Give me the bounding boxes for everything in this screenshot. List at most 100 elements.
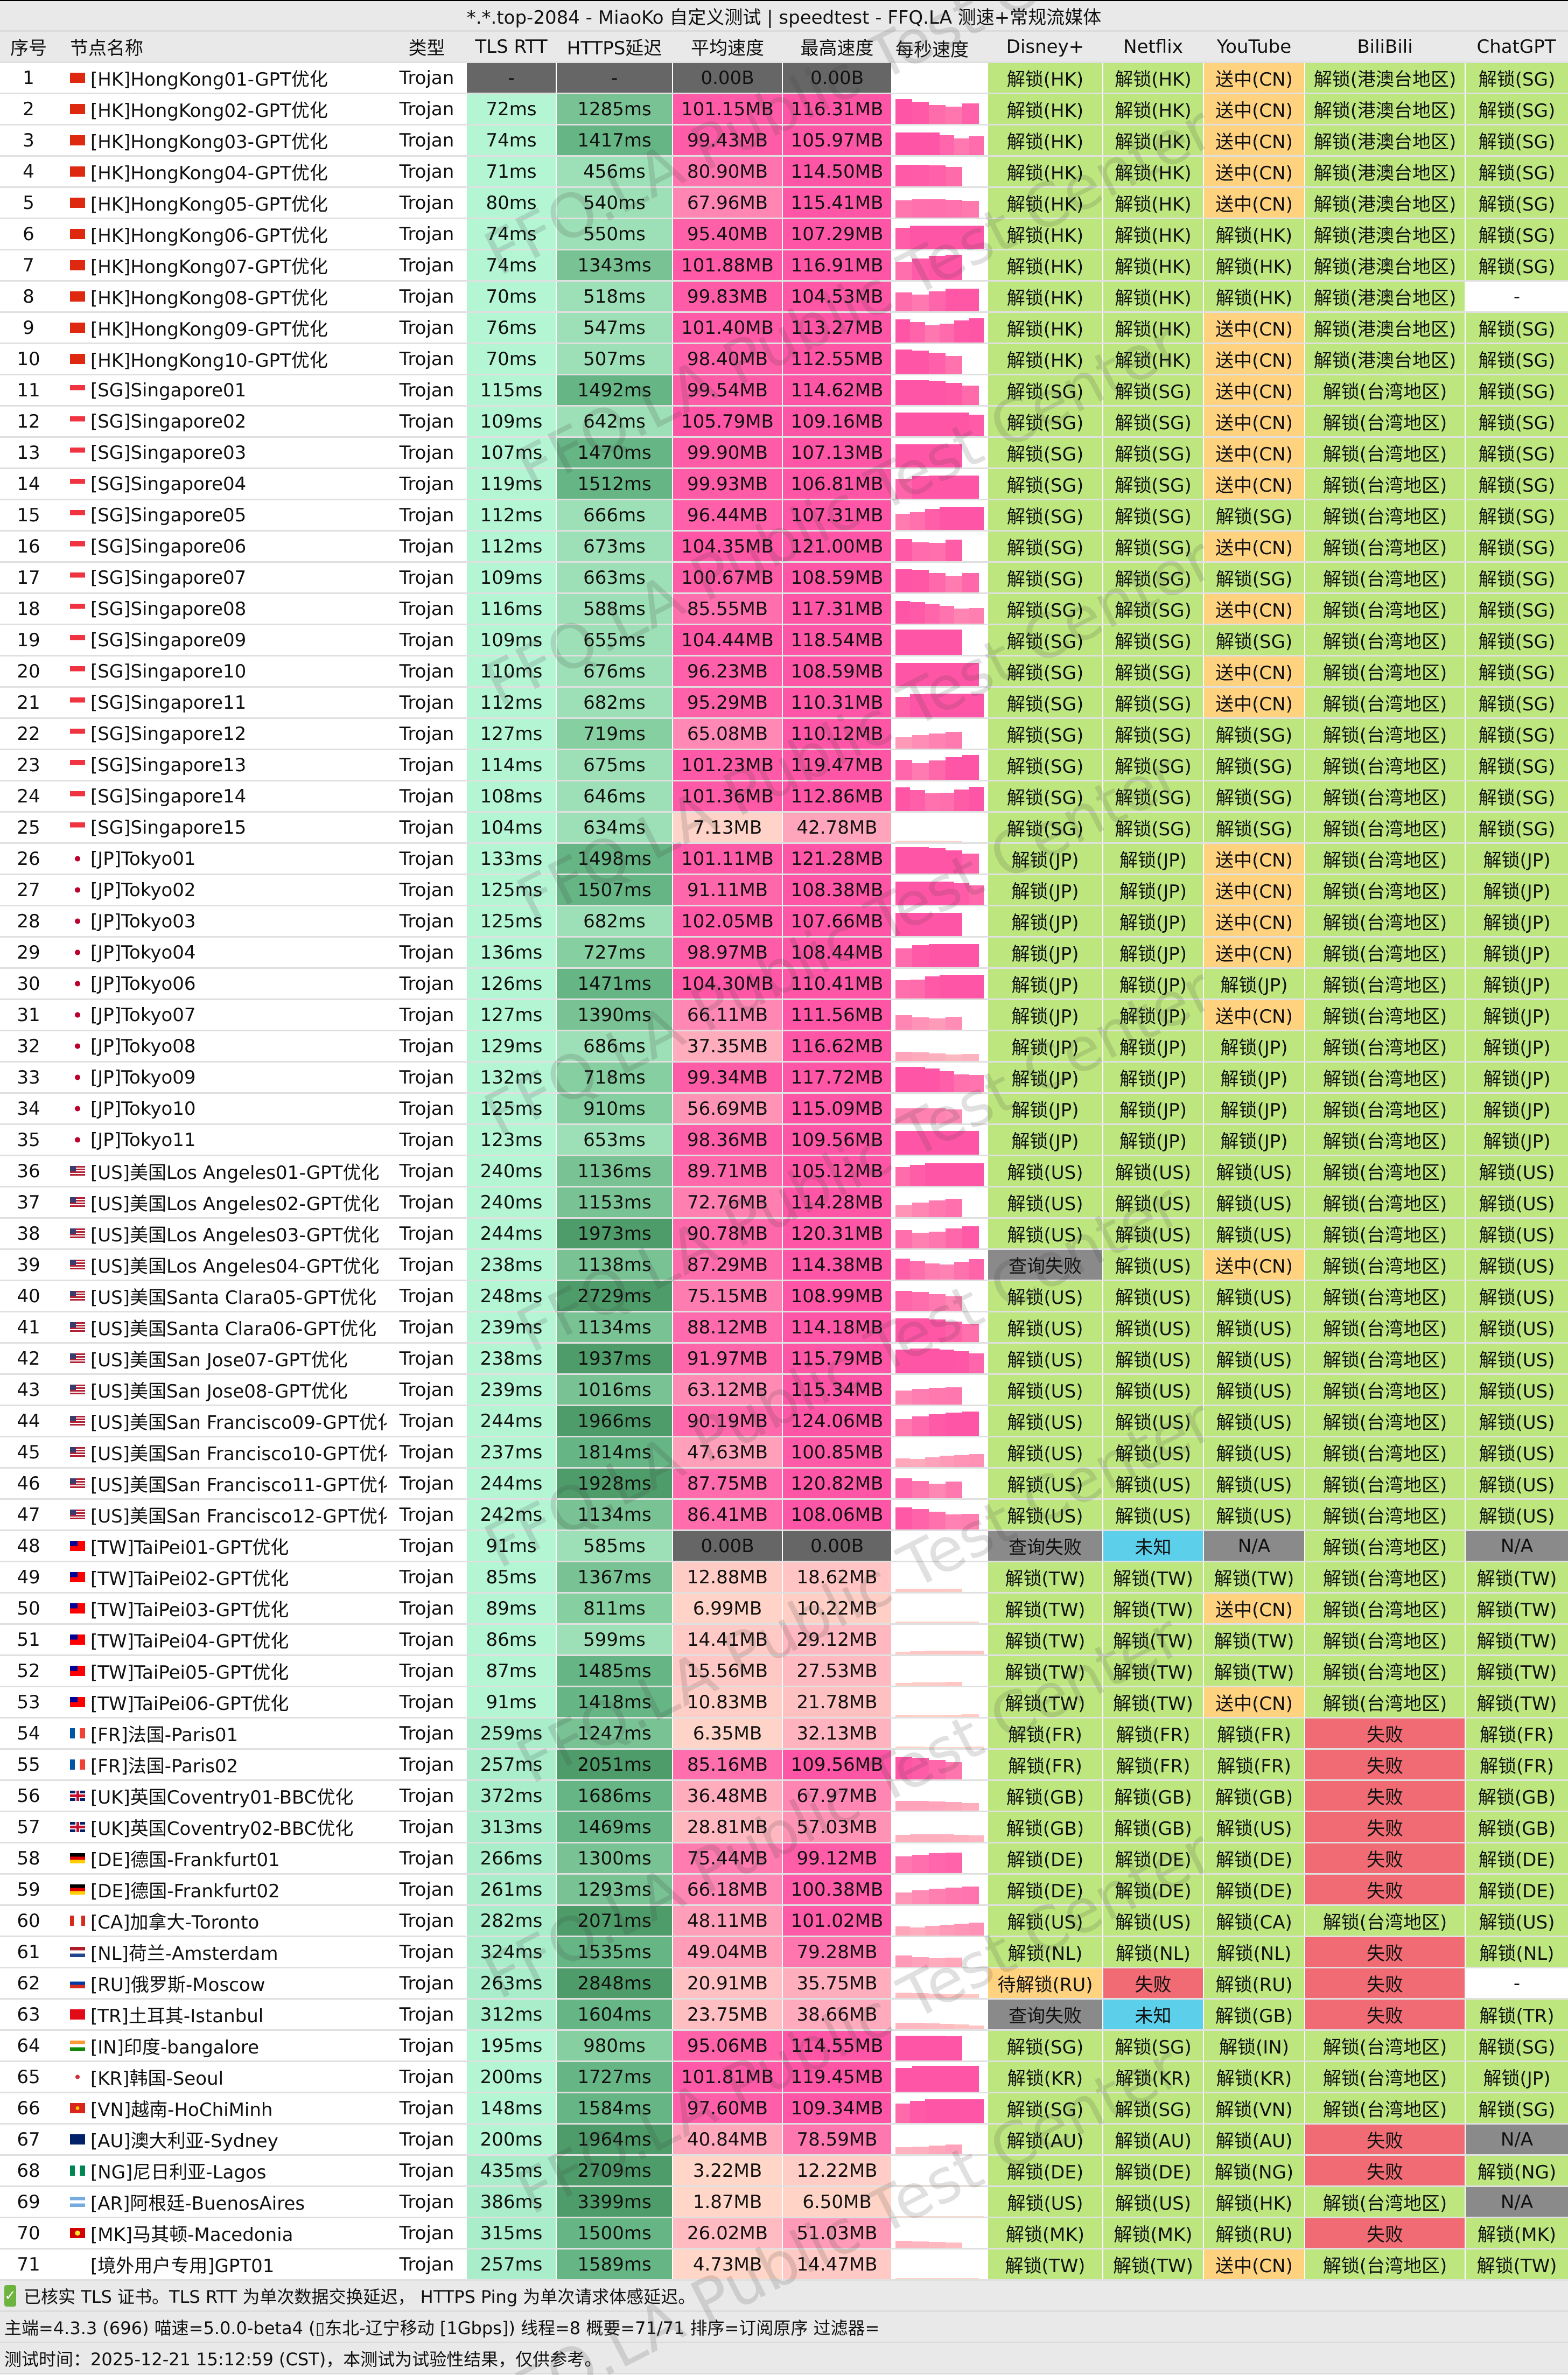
table-row[interactable]: 12 [SG]Singapore02 Trojan 109ms 642ms 105.79M…: [0, 407, 1568, 438]
table-row[interactable]: 4 [HK]HongKong04-GPT优化 Trojan 71ms 456ms 80.9…: [0, 157, 1568, 188]
table-row[interactable]: 61 [NL]荷兰-Amsterdam Trojan 324ms 1535ms 49.04…: [0, 1937, 1568, 1968]
table-row[interactable]: 56 [UK]英国Coventry01-BBC优化 Trojan 372ms 1686m…: [0, 1781, 1568, 1812]
table-row[interactable]: 14 [SG]Singapore04 Trojan 119ms 1512ms 99.93M…: [0, 469, 1568, 500]
max-speed: 109.16MB: [783, 407, 892, 436]
header-tls-rtt[interactable]: TLS RTT: [467, 32, 557, 61]
table-row[interactable]: 53 [TW]TaiPei06-GPT优化 Trojan 91ms 1418ms 10.8…: [0, 1687, 1568, 1719]
speed-bar: [929, 199, 946, 218]
header-max-speed[interactable]: 最高速度: [783, 32, 892, 61]
table-row[interactable]: 9 [HK]HongKong09-GPT优化 Trojan 76ms 547ms 101.…: [0, 313, 1568, 344]
header-index[interactable]: 序号: [0, 32, 58, 61]
header-node-name[interactable]: 节点名称: [58, 32, 388, 61]
table-row[interactable]: 5 [HK]HongKong05-GPT优化 Trojan 80ms 540ms 67.9…: [0, 188, 1568, 219]
node-type: Trojan: [388, 469, 467, 499]
table-row[interactable]: 55 [FR]法国-Paris02 Trojan 257ms 2051ms 85.16MB…: [0, 1750, 1568, 1781]
table-row[interactable]: 37 [US]美国Los Angeles02-GPT优化 Trojan 240ms 11…: [0, 1188, 1568, 1219]
header-bilibili[interactable]: BiliBili: [1305, 32, 1466, 61]
table-row[interactable]: 67 [AU]澳大利亚-Sydney Trojan 200ms 1964ms 40.84M…: [0, 2125, 1568, 2156]
table-row[interactable]: 33 [JP]Tokyo09 Trojan 132ms 718ms 99.34MB 117.…: [0, 1063, 1568, 1094]
table-row[interactable]: 34 [JP]Tokyo10 Trojan 125ms 910ms 56.69MB 115.…: [0, 1094, 1568, 1125]
table-row[interactable]: 8 [HK]HongKong08-GPT优化 Trojan 70ms 518ms 99.8…: [0, 282, 1568, 313]
max-speed: 100.38MB: [783, 1875, 892, 1904]
table-row[interactable]: 44 [US]美国San Francisco09-GPT优化 Trojan 244ms…: [0, 1406, 1568, 1437]
table-row[interactable]: 15 [SG]Singapore05 Trojan 112ms 666ms 96.44MB…: [0, 500, 1568, 532]
table-row[interactable]: 11 [SG]Singapore01 Trojan 115ms 1492ms 99.54M…: [0, 375, 1568, 407]
netflix-status: 解锁(SG): [1103, 407, 1204, 436]
https-latency: 547ms: [557, 313, 673, 343]
table-row[interactable]: 60 [CA]加拿大-Toronto Trojan 282ms 2071ms 48.11M…: [0, 1906, 1568, 1937]
table-row[interactable]: 20 [SG]Singapore10 Trojan 110ms 676ms 96.23MB…: [0, 656, 1568, 688]
node-name-cell: [JP]Tokyo02: [58, 875, 388, 905]
table-row[interactable]: 58 [DE]德国-Frankfurt01 Trojan 266ms 1300ms 75.…: [0, 1843, 1568, 1875]
table-row[interactable]: 43 [US]美国San Jose08-GPT优化 Trojan 239ms 1016m…: [0, 1375, 1568, 1406]
table-row[interactable]: 59 [DE]德国-Frankfurt02 Trojan 261ms 1293ms 66.…: [0, 1875, 1568, 1906]
table-row[interactable]: 32 [JP]Tokyo08 Trojan 129ms 686ms 37.35MB 116.…: [0, 1031, 1568, 1063]
table-row[interactable]: 48 [TW]TaiPei01-GPT优化 Trojan 91ms 585ms 0.00B…: [0, 1531, 1568, 1562]
table-row[interactable]: 28 [JP]Tokyo03 Trojan 125ms 682ms 102.05MB 107…: [0, 906, 1568, 938]
table-row[interactable]: 6 [HK]HongKong06-GPT优化 Trojan 74ms 550ms 95.4…: [0, 219, 1568, 250]
table-row[interactable]: 17 [SG]Singapore07 Trojan 109ms 663ms 100.67M…: [0, 563, 1568, 594]
table-row[interactable]: 25 [SG]Singapore15 Trojan 104ms 634ms 7.13MB 4…: [0, 813, 1568, 844]
row-index: 42: [0, 1344, 58, 1373]
table-row[interactable]: 49 [TW]TaiPei02-GPT优化 Trojan 85ms 1367ms 12.8…: [0, 1562, 1568, 1594]
table-row[interactable]: 16 [SG]Singapore06 Trojan 112ms 673ms 104.35M…: [0, 532, 1568, 563]
table-row[interactable]: 3 [HK]HongKong03-GPT优化 Trojan 74ms 1417ms 99.…: [0, 125, 1568, 157]
table-row[interactable]: 7 [HK]HongKong07-GPT优化 Trojan 74ms 1343ms 101…: [0, 250, 1568, 282]
chatgpt-status: 解锁(FR): [1466, 1750, 1568, 1779]
table-row[interactable]: 18 [SG]Singapore08 Trojan 116ms 588ms 85.55MB…: [0, 594, 1568, 625]
table-row[interactable]: 70 [MK]马其顿-Macedonia Trojan 315ms 1500ms 26.0…: [0, 2218, 1568, 2250]
table-row[interactable]: 22 [SG]Singapore12 Trojan 127ms 719ms 65.08MB…: [0, 719, 1568, 750]
table-row[interactable]: 57 [UK]英国Coventry02-BBC优化 Trojan 313ms 1469m…: [0, 1812, 1568, 1843]
table-row[interactable]: 68 [NG]尼日利亚-Lagos Trojan 435ms 2709ms 3.22MB 1…: [0, 2156, 1568, 2187]
header-netflix[interactable]: Netflix: [1103, 32, 1204, 61]
table-row[interactable]: 41 [US]美国Santa Clara06-GPT优化 Trojan 239ms 11…: [0, 1312, 1568, 1344]
table-row[interactable]: 65 [KR]韩国-Seoul Trojan 200ms 1727ms 101.81MB 1…: [0, 2062, 1568, 2093]
table-row[interactable]: 36 [US]美国Los Angeles01-GPT优化 Trojan 240ms 11…: [0, 1156, 1568, 1188]
header-type[interactable]: 类型: [388, 32, 467, 61]
table-row[interactable]: 66 [VN]越南-HoChiMinh Trojan 148ms 1584ms 97.60…: [0, 2093, 1568, 2125]
table-row[interactable]: 46 [US]美国San Francisco11-GPT优化 Trojan 244ms…: [0, 1469, 1568, 1500]
table-row[interactable]: 47 [US]美国San Francisco12-GPT优化 Trojan 242ms…: [0, 1500, 1568, 1531]
table-row[interactable]: 31 [JP]Tokyo07 Trojan 127ms 1390ms 66.11MB 111…: [0, 1000, 1568, 1031]
table-row[interactable]: 26 [JP]Tokyo01 Trojan 133ms 1498ms 101.11MB 12…: [0, 844, 1568, 875]
table-row[interactable]: 19 [SG]Singapore09 Trojan 109ms 655ms 104.44M…: [0, 625, 1568, 656]
table-row[interactable]: 38 [US]美国Los Angeles03-GPT优化 Trojan 244ms 19…: [0, 1219, 1568, 1250]
table-row[interactable]: 71 [境外用户专用]GPT01 Trojan 257ms 1589ms 4.73MB 14…: [0, 2250, 1568, 2281]
table-row[interactable]: 1 [HK]HongKong01-GPT优化 Trojan - -0.00B 0.00B 解…: [0, 63, 1568, 94]
table-row[interactable]: 52 [TW]TaiPei05-GPT优化 Trojan 87ms 1485ms 15.5…: [0, 1656, 1568, 1687]
table-row[interactable]: 30 [JP]Tokyo06 Trojan 126ms 1471ms 104.30MB 11…: [0, 969, 1568, 1000]
table-row[interactable]: 24 [SG]Singapore14 Trojan 108ms 646ms 101.36M…: [0, 781, 1568, 813]
table-row[interactable]: 54 [FR]法国-Paris01 Trojan 259ms 1247ms 6.35MB 3…: [0, 1719, 1568, 1750]
per-second-chart: [892, 656, 988, 686]
table-row[interactable]: 23 [SG]Singapore13 Trojan 114ms 675ms 101.23M…: [0, 750, 1568, 781]
node-type: Trojan: [388, 938, 467, 967]
table-row[interactable]: 29 [JP]Tokyo04 Trojan 136ms 727ms 98.97MB 108.…: [0, 938, 1568, 969]
header-per-second-speed[interactable]: 每秒速度: [892, 32, 988, 61]
header-youtube[interactable]: YouTube: [1204, 32, 1305, 61]
table-row[interactable]: 35 [JP]Tokyo11 Trojan 123ms 653ms 98.36MB 109.…: [0, 1125, 1568, 1156]
table-row[interactable]: 64 [IN]印度-bangalore Trojan 195ms 980ms 95.06M…: [0, 2031, 1568, 2062]
table-row[interactable]: 10 [HK]HongKong10-GPT优化 Trojan 70ms 507ms 98.…: [0, 344, 1568, 375]
table-row[interactable]: 63 [TR]土耳其-Istanbul Trojan 312ms 1604ms 23.75…: [0, 2000, 1568, 2031]
avg-speed: 99.90MB: [673, 438, 783, 467]
table-row[interactable]: 62 [RU]俄罗斯-Moscow Trojan 263ms 2848ms 20.91MB…: [0, 1968, 1568, 2000]
table-row[interactable]: 69 [AR]阿根廷-BuenosAires Trojan 386ms 3399ms 1.…: [0, 2187, 1568, 2218]
header-avg-speed[interactable]: 平均速度: [673, 32, 783, 61]
table-row[interactable]: 39 [US]美国Los Angeles04-GPT优化 Trojan 238ms 11…: [0, 1250, 1568, 1281]
speed-bar: [962, 1887, 979, 1904]
table-row[interactable]: 50 [TW]TaiPei03-GPT优化 Trojan 89ms 811ms 6.99M…: [0, 1594, 1568, 1625]
table-row[interactable]: 51 [TW]TaiPei04-GPT优化 Trojan 86ms 599ms 14.41…: [0, 1625, 1568, 1656]
node-name: [TW]TaiPei06-GPT优化: [90, 1693, 289, 1715]
table-row[interactable]: 27 [JP]Tokyo02 Trojan 125ms 1507ms 91.11MB 108…: [0, 875, 1568, 906]
table-row[interactable]: 2 [HK]HongKong02-GPT优化 Trojan 72ms 1285ms 101…: [0, 94, 1568, 125]
table-row[interactable]: 45 [US]美国San Francisco10-GPT优化 Trojan 237ms…: [0, 1437, 1568, 1469]
table-row[interactable]: 13 [SG]Singapore03 Trojan 107ms 1470ms 99.90M…: [0, 438, 1568, 469]
table-row[interactable]: 42 [US]美国San Jose07-GPT优化 Trojan 238ms 1937m…: [0, 1344, 1568, 1375]
header-disney[interactable]: Disney+: [988, 32, 1103, 61]
header-https-latency[interactable]: HTTPS延迟: [557, 32, 673, 61]
header-chatgpt[interactable]: ChatGPT: [1466, 32, 1568, 61]
max-speed: 27.53MB: [783, 1656, 892, 1686]
table-row[interactable]: 21 [SG]Singapore11 Trojan 112ms 682ms 95.29MB…: [0, 688, 1568, 719]
bilibili-status: 失败: [1305, 1968, 1466, 1998]
table-row[interactable]: 40 [US]美国Santa Clara05-GPT优化 Trojan 248ms 27…: [0, 1281, 1568, 1312]
